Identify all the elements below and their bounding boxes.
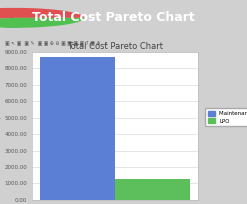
Bar [115, 178, 190, 200]
Text: ▣ ↖ ▣  ▣ ✎  ▣ ▣ ⊕ ⊖ ▣ ▣ ▣ ▣ 7 ▣ ⊕  ↗: ▣ ↖ ▣ ▣ ✎ ▣ ▣ ⊕ ⊖ ▣ ▣ ▣ ▣ 7 ▣ ⊕ ↗ [5, 40, 107, 45]
Y-axis label: Total Cost / Year: Total Cost / Year [0, 101, 2, 151]
Text: Total Cost Pareto Chart: Total Cost Pareto Chart [32, 11, 195, 24]
Legend: Maintenance Cost, LPO: Maintenance Cost, LPO [205, 108, 247, 126]
Wedge shape [0, 8, 84, 21]
Bar [40, 57, 115, 200]
FancyBboxPatch shape [5, 9, 19, 27]
Wedge shape [0, 18, 84, 28]
Title: Total Cost Pareto Chart: Total Cost Pareto Chart [67, 42, 163, 51]
